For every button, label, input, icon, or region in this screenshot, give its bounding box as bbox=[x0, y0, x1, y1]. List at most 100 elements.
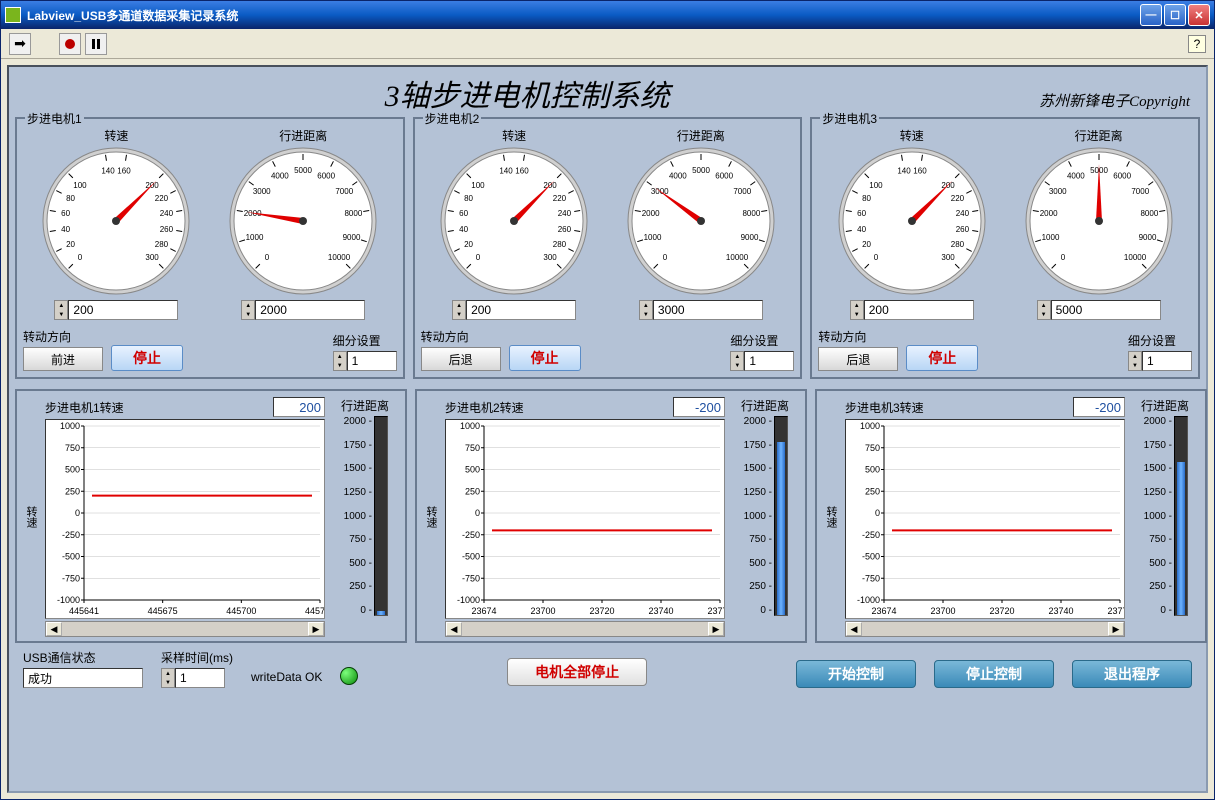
svg-text:60: 60 bbox=[459, 209, 468, 218]
chart-scrollbar[interactable]: ◀▶ bbox=[445, 621, 725, 637]
svg-text:1000: 1000 bbox=[860, 421, 880, 431]
distance-input[interactable]: 2000 bbox=[255, 300, 365, 320]
slider-label: 行进距离 bbox=[341, 397, 389, 414]
start-control-button[interactable]: 开始控制 bbox=[796, 660, 916, 688]
close-button[interactable]: ✕ bbox=[1188, 4, 1210, 26]
stop-control-button[interactable]: 停止控制 bbox=[934, 660, 1054, 688]
svg-text:4000: 4000 bbox=[669, 172, 687, 181]
subdiv-input[interactable]: 1 bbox=[744, 351, 794, 371]
svg-text:80: 80 bbox=[67, 194, 76, 203]
svg-text:-250: -250 bbox=[862, 530, 880, 540]
distance-spinner[interactable]: ▲▼ bbox=[639, 300, 653, 320]
svg-text:9000: 9000 bbox=[741, 233, 759, 242]
svg-text:0: 0 bbox=[1060, 253, 1065, 262]
speed-input[interactable]: 200 bbox=[466, 300, 576, 320]
svg-text:23700: 23700 bbox=[530, 606, 555, 616]
distance-gauge-label: 行进距离 bbox=[1024, 127, 1174, 144]
svg-text:300: 300 bbox=[543, 253, 557, 262]
motor-stop-button[interactable]: 停止 bbox=[509, 345, 581, 371]
sample-time: 采样时间(ms) ▲▼ 1 bbox=[161, 649, 233, 688]
svg-text:500: 500 bbox=[865, 465, 880, 475]
svg-text:4000: 4000 bbox=[271, 172, 289, 181]
subdiv-input[interactable]: 1 bbox=[1142, 351, 1192, 371]
subdiv-spinner[interactable]: ▲▼ bbox=[1128, 351, 1142, 371]
distance-gauge: 0100020003000400050006000700080009000100… bbox=[626, 146, 776, 296]
svg-text:6000: 6000 bbox=[317, 172, 335, 181]
motor-panel-label: 步进电机2 bbox=[423, 110, 482, 127]
svg-text:140: 140 bbox=[102, 167, 116, 176]
direction-label: 转动方向 bbox=[818, 328, 898, 345]
sample-spinner[interactable]: ▲▼ bbox=[161, 668, 175, 688]
main-panel: 3轴步进电机控制系统 苏州新锋电子Copyright 步进电机1 转速 0204… bbox=[7, 65, 1208, 793]
speed-spinner[interactable]: ▲▼ bbox=[452, 300, 466, 320]
motor-stop-button[interactable]: 停止 bbox=[111, 345, 183, 371]
distance-slider[interactable] bbox=[1174, 416, 1188, 616]
motor-panel-2: 步进电机2 转速 0204060801001401602002202402602… bbox=[413, 117, 803, 379]
svg-text:20: 20 bbox=[464, 240, 473, 249]
svg-text:100: 100 bbox=[869, 181, 883, 190]
svg-text:140: 140 bbox=[897, 167, 911, 176]
sample-input[interactable]: 1 bbox=[175, 668, 225, 688]
svg-text:9000: 9000 bbox=[1138, 233, 1156, 242]
direction-button[interactable]: 后退 bbox=[818, 347, 898, 371]
svg-text:500: 500 bbox=[465, 465, 480, 475]
usb-status-value[interactable]: 成功 bbox=[23, 668, 143, 688]
distance-spinner[interactable]: ▲▼ bbox=[241, 300, 255, 320]
svg-text:260: 260 bbox=[160, 225, 174, 234]
svg-text:280: 280 bbox=[155, 240, 169, 249]
svg-text:240: 240 bbox=[955, 209, 969, 218]
svg-text:280: 280 bbox=[553, 240, 567, 249]
exit-button[interactable]: 退出程序 bbox=[1072, 660, 1192, 688]
subdiv-label: 细分设置 bbox=[333, 332, 397, 349]
speed-gauge: 020406080100140160200220240260280300 bbox=[41, 146, 191, 296]
subdiv-spinner[interactable]: ▲▼ bbox=[730, 351, 744, 371]
svg-text:140: 140 bbox=[499, 167, 513, 176]
speed-gauge-label: 转速 bbox=[41, 127, 191, 144]
distance-slider[interactable] bbox=[374, 416, 388, 616]
speed-spinner[interactable]: ▲▼ bbox=[54, 300, 68, 320]
direction-button[interactable]: 后退 bbox=[421, 347, 501, 371]
distance-input[interactable]: 3000 bbox=[653, 300, 763, 320]
svg-text:9000: 9000 bbox=[343, 233, 361, 242]
pause-button[interactable] bbox=[85, 33, 107, 55]
chart-ylabel: 转速 bbox=[823, 506, 839, 528]
chart-scrollbar[interactable]: ◀▶ bbox=[845, 621, 1125, 637]
svg-text:2000: 2000 bbox=[642, 209, 660, 218]
svg-text:-1000: -1000 bbox=[857, 595, 880, 605]
distance-input[interactable]: 5000 bbox=[1051, 300, 1161, 320]
help-icon[interactable]: ? bbox=[1188, 35, 1206, 53]
subdiv-input[interactable]: 1 bbox=[347, 351, 397, 371]
speed-input[interactable]: 200 bbox=[864, 300, 974, 320]
svg-text:100: 100 bbox=[471, 181, 485, 190]
speed-spinner[interactable]: ▲▼ bbox=[850, 300, 864, 320]
svg-text:445675: 445675 bbox=[148, 606, 178, 616]
app-window: Labview_USB多通道数据采集记录系统 — ☐ ✕ ➡ ? 3轴步进电机控… bbox=[0, 0, 1215, 800]
motor-panel-1: 步进电机1 转速 0204060801001401602002202402602… bbox=[15, 117, 405, 379]
subdiv-label: 细分设置 bbox=[730, 332, 794, 349]
svg-text:250: 250 bbox=[465, 486, 480, 496]
toolbar: ➡ ? bbox=[1, 29, 1214, 59]
svg-text:1000: 1000 bbox=[246, 233, 264, 242]
record-button[interactable] bbox=[59, 33, 81, 55]
distance-slider[interactable] bbox=[774, 416, 788, 616]
svg-text:200: 200 bbox=[146, 181, 160, 190]
usb-status: USB通信状态 成功 bbox=[23, 649, 143, 688]
slider-scale: 2000 -1750 -1500 -1250 -1000 -750 -500 -… bbox=[742, 416, 772, 616]
svg-text:280: 280 bbox=[951, 240, 965, 249]
direction-button[interactable]: 前进 bbox=[23, 347, 103, 371]
minimize-button[interactable]: — bbox=[1140, 4, 1162, 26]
distance-spinner[interactable]: ▲▼ bbox=[1037, 300, 1051, 320]
motor-stop-button[interactable]: 停止 bbox=[906, 345, 978, 371]
speed-input[interactable]: 200 bbox=[68, 300, 178, 320]
svg-text:250: 250 bbox=[865, 486, 880, 496]
svg-text:0: 0 bbox=[663, 253, 668, 262]
chart-current-value: -200 bbox=[673, 397, 725, 417]
svg-text:-500: -500 bbox=[462, 552, 480, 562]
subdiv-spinner[interactable]: ▲▼ bbox=[333, 351, 347, 371]
all-stop-button[interactable]: 电机全部停止 bbox=[507, 658, 647, 686]
svg-text:5000: 5000 bbox=[294, 166, 312, 175]
chart-scrollbar[interactable]: ◀▶ bbox=[45, 621, 325, 637]
maximize-button[interactable]: ☐ bbox=[1164, 4, 1186, 26]
usb-status-label: USB通信状态 bbox=[23, 649, 143, 666]
run-button[interactable]: ➡ bbox=[9, 33, 31, 55]
